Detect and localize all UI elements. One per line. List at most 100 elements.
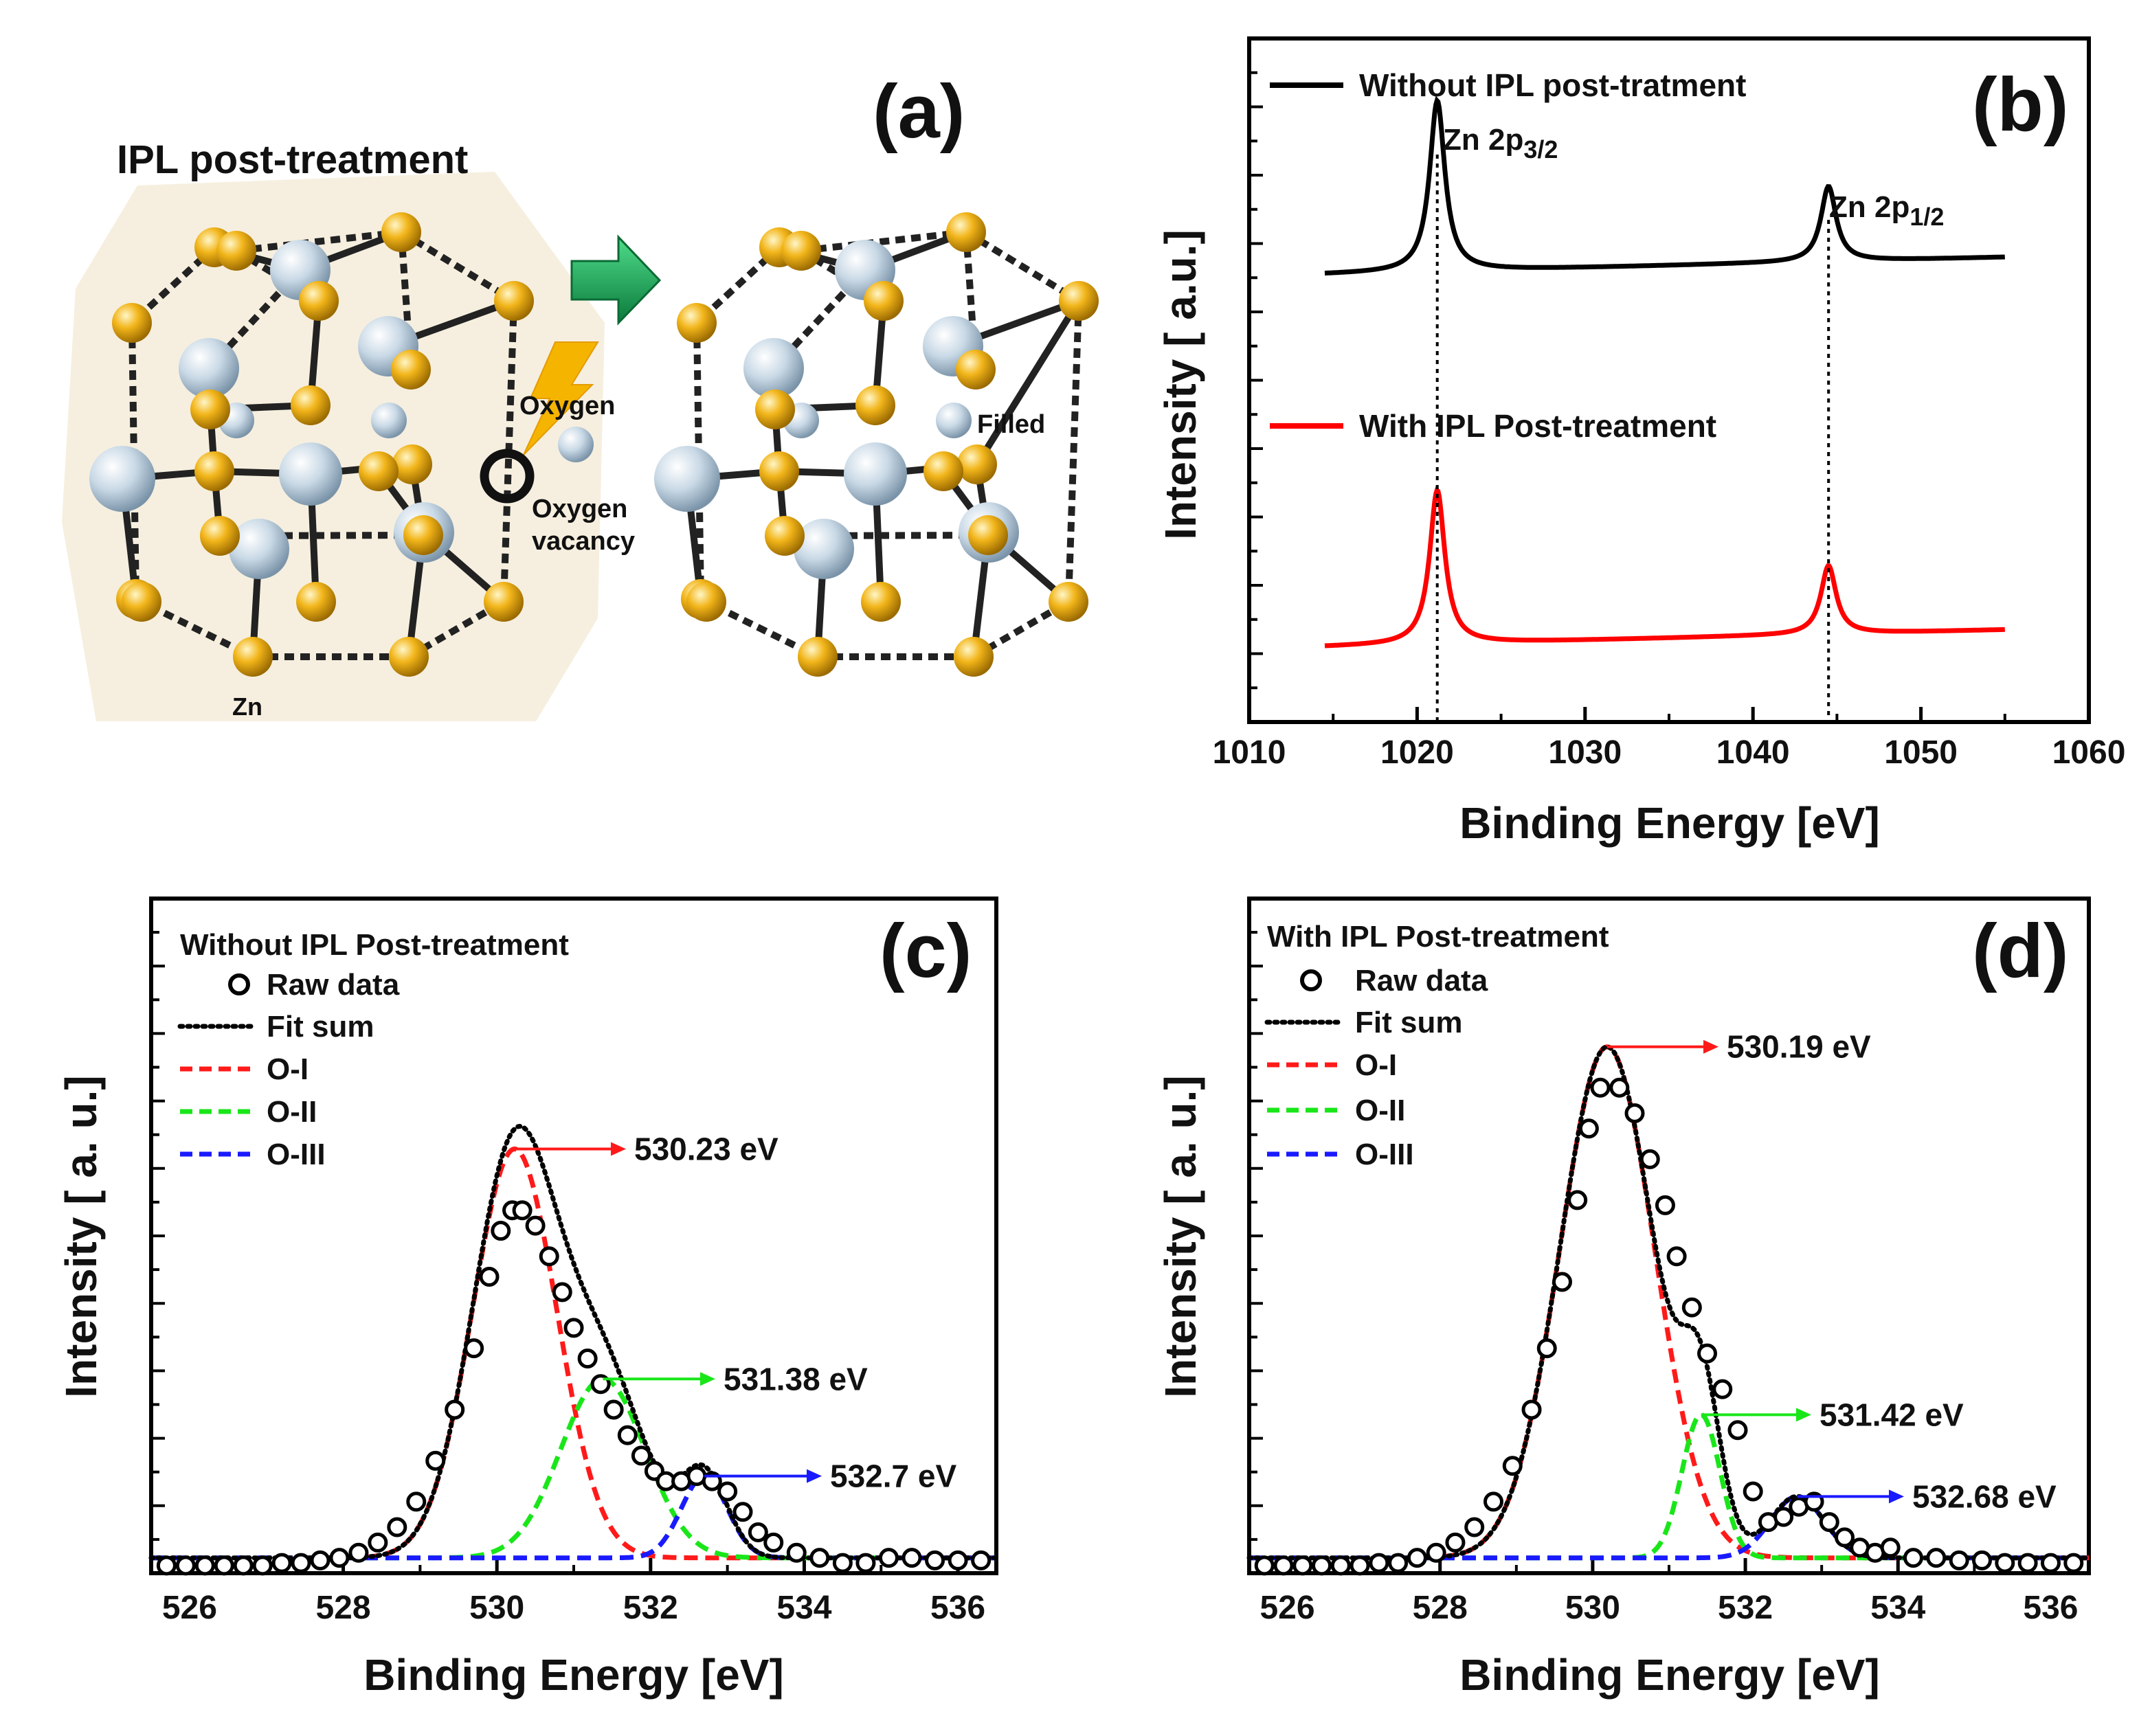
x-tick-label: 1030 [1548,734,1622,771]
raw-data-point [1681,1297,1702,1318]
raw-data-point [214,1555,234,1576]
annotation-label: 532.7 eV [830,1458,956,1494]
raw-data-point [1624,1103,1645,1123]
zinc-atom [233,637,273,677]
raw-data-point [491,1221,511,1241]
raw-data-point [291,1553,311,1573]
series-line-1 [1324,486,2006,649]
legend-fit-c: Fit sum [267,1010,374,1044]
raw-data-point [2063,1553,2084,1573]
raw-data-point [406,1491,427,1512]
raw-data-point [368,1532,388,1553]
oxygen-label: Oxygen [519,392,615,420]
annotation-arrowhead [611,1142,626,1156]
zinc-atom [946,212,986,252]
raw-data-point [925,1550,945,1570]
plot-frame-d [1247,897,2091,1575]
zinc-atom [923,451,963,491]
raw-data-point [971,1550,992,1570]
raw-data-point [786,1542,807,1563]
panel-d-o1s-chart: 526 528 530 532 534 536 530.19 eV 531.42 eV 532… [1156,897,2092,1700]
raw-data-point [1350,1555,1370,1576]
zinc-atom [391,350,431,390]
panel-d-label: (d) [1972,909,2068,993]
zinc-atom [291,385,331,425]
raw-data-point [329,1548,350,1568]
zinc-atom [968,515,1008,555]
x-tick-label: 1010 [1213,734,1286,771]
raw-data-point [175,1555,196,1576]
panel-a-title: IPL post-treatment [117,137,468,182]
x-tick-label: 534 [1870,1590,1925,1626]
raw-data-point [809,1548,830,1568]
raw-data-point [1949,1550,1969,1570]
oxygen-atom [794,519,854,579]
raw-data-point [425,1450,446,1471]
transition-arrow [570,234,662,326]
raw-data-point [2040,1553,2061,1573]
zinc-atom [855,385,895,425]
bond-dashed [236,229,402,254]
oxygen-atom [279,442,342,506]
legend-raw-c: Raw data [267,968,400,1002]
bond-dashed [399,229,516,304]
legend-raw-marker-d [1300,969,1322,991]
zinc-atom [392,444,432,484]
legend-c: Without IPL Post-treatment Raw data Fit … [177,928,569,1171]
raw-data-point [603,1399,624,1420]
oxygen-atom-icon [558,427,594,462]
x-tick-label: 536 [930,1590,985,1626]
bond-dashed [964,229,1081,304]
raw-data-point [855,1553,876,1573]
raw-data-point [539,1246,559,1267]
peak-label-zn2p32-main: Zn 2p [1443,123,1523,157]
raw-data-point [717,1481,738,1502]
x-tick-label: 528 [315,1590,370,1626]
raw-data-point [948,1550,968,1570]
raw-data-point [1502,1456,1523,1476]
zinc-atom [798,637,838,677]
peak-label-zn2p12: Zn 2p1/2 [1829,190,1944,231]
legend-o2-d: O-II [1355,1094,1405,1127]
raw-data-point [1727,1420,1748,1441]
lattice-after [654,212,1099,677]
raw-data-point [1926,1548,1947,1568]
raw-data-point [1464,1517,1485,1537]
raw-data-point [1369,1553,1389,1573]
panel-b-zn2p-chart: 1010 1020 1030 1040 1050 1060 (b) Without IPL… [1156,36,2125,848]
raw-data-point [1971,1550,1992,1570]
raw-data-point [1835,1527,1855,1548]
raw-data-point [1312,1555,1332,1576]
raw-data-point [233,1555,254,1576]
raw-data-point [563,1318,584,1338]
y-axis-title-b: Intensity [ a.u.] [1156,229,1205,540]
legend-title-d: With IPL Post-treatment [1267,920,1609,954]
fit-curves-d [1246,1044,2092,1561]
panel-b-label: (b) [1972,63,2068,147]
annotation-arrowhead [1889,1489,1904,1504]
zinc-atom [954,637,994,677]
raw-data-point [1666,1246,1687,1267]
raw-data-point [1655,1195,1675,1215]
zinc-atom [1059,281,1099,321]
raw-data-point [387,1517,407,1537]
peak-label-zn2p12-sub: 1/2 [1910,203,1944,231]
zinc-atom [190,390,230,429]
raw-data-point [552,1282,572,1303]
zinc-atom [381,212,421,252]
raw-data-point [1995,1553,2015,1573]
x-tick-label: 1040 [1716,734,1790,771]
zinc-atom [781,231,821,271]
raw-data-point [1330,1555,1351,1576]
filled-label: Filled [977,410,1045,439]
zinc-atom [194,451,234,491]
fit-sum-curve [148,1123,999,1561]
zinc-atom [389,637,429,677]
raw-data-point [1521,1399,1542,1420]
oxygen-atom [371,403,407,438]
series-lines-b [1324,95,2006,722]
zinc-atom [765,516,805,556]
axis-ticks-c: 526 528 530 532 534 536 [151,931,985,1626]
x-tick-label: 1020 [1380,734,1454,771]
raw-data-point [1483,1491,1503,1512]
